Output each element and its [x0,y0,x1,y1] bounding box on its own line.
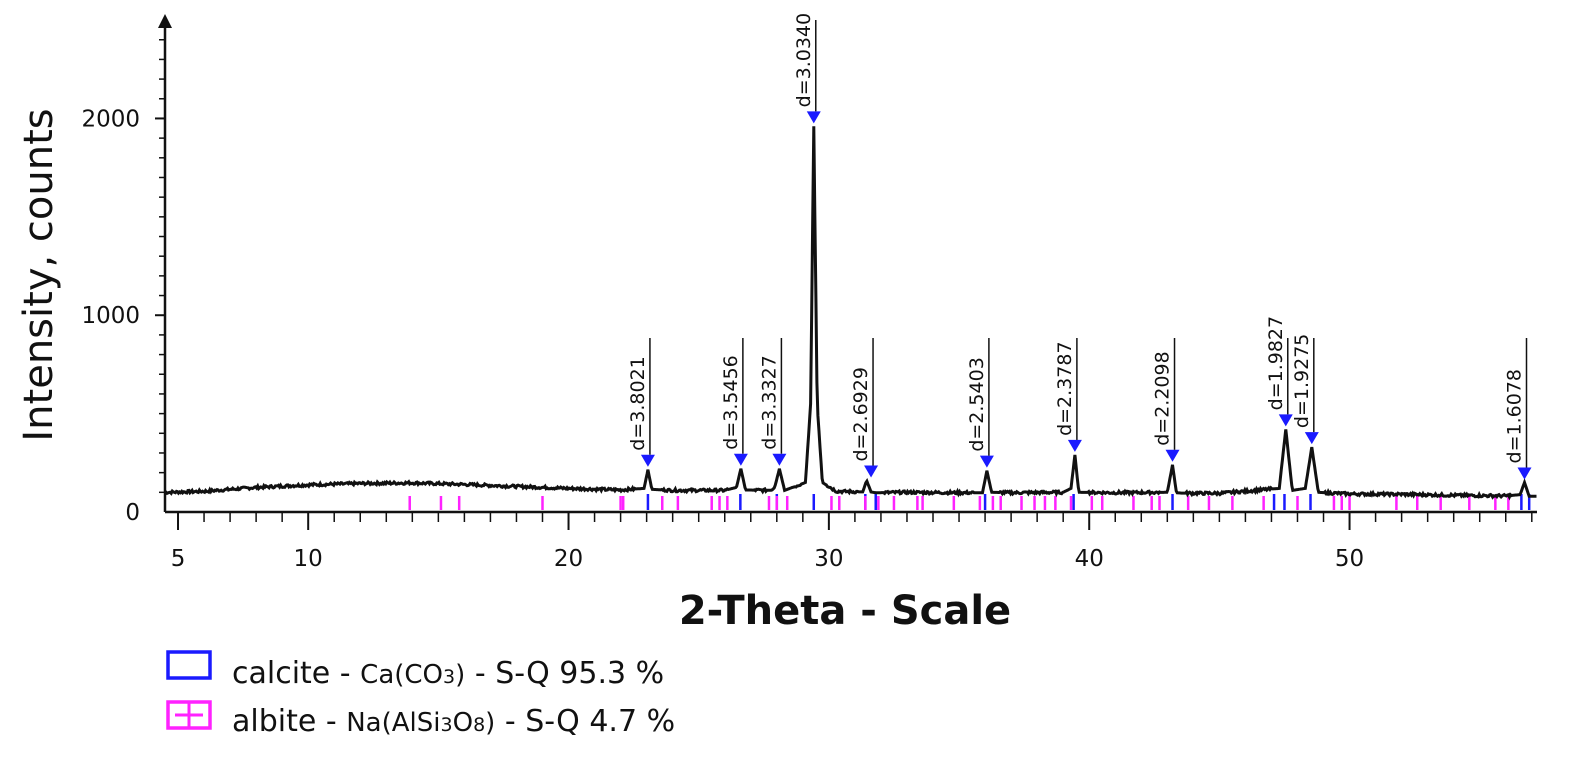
peak-marker: d=3.3327 [758,338,787,466]
peak-marker: d=3.8021 [627,338,655,467]
legend-item-albite: albite - Na(AlSi3O8) - S-Q 4.7 % [166,700,675,739]
x-tick-label: 50 [1335,546,1364,572]
peak-triangle [1517,467,1532,480]
y-tick-label: 2000 [81,106,140,132]
y-tick-label: 0 [125,500,140,526]
x-tick-label: 40 [1075,546,1104,572]
peak-d-label: d=1.9275 [1291,334,1313,428]
peak-marker: d=3.0340 [793,13,821,124]
peak-d-label: d=2.6929 [850,367,872,461]
peak-marker: d=2.5403 [966,338,994,468]
legend-calcite-name: calcite [232,656,330,691]
x-tick-label: 5 [171,546,186,572]
y-axis-title: Intensity, counts [16,108,62,441]
peak-d-label: d=3.3327 [758,355,780,449]
peak-markers: d=3.8021 d=3.5456 d=3.3327 d=3.0340 d=2.6929… [627,13,1532,480]
legend-item-calcite: calcite - Ca(CO3) - S-Q 95.3 % [166,650,664,691]
legend-calcite-sub: 3 [443,666,455,688]
peak-d-label: d=3.5456 [720,355,742,449]
peak-triangle [1067,439,1082,452]
peak-triangle [1278,414,1293,427]
y-axis-arrow [158,14,172,28]
peak-marker: d=2.3787 [1054,338,1082,452]
legend-swatch-calcite [166,650,212,680]
diffraction-pattern-line [164,126,1537,501]
peak-marker: d=1.6078 [1504,338,1532,480]
peak-marker: d=2.6929 [850,338,879,478]
peak-triangle [1165,449,1180,462]
x-tick-label: 30 [814,546,843,572]
minor-ticks [155,38,1533,530]
peak-marker: d=2.2098 [1152,338,1180,462]
peak-d-label: d=2.5403 [966,357,988,451]
reference-sticks [408,494,1531,510]
x-tick-label: 20 [554,546,583,572]
peak-d-label: d=2.3787 [1054,341,1076,435]
peak-triangle [640,454,655,467]
peak-d-label: d=3.0340 [793,13,815,107]
x-axis-title: 2-Theta - Scale [679,588,1011,634]
y-tick-label: 1000 [81,303,140,329]
svg-text:albite - Na(AlSi3O8) - S-Q 4.7: albite - Na(AlSi3O8) - S-Q 4.7 % [232,704,675,739]
peak-triangle [733,453,748,466]
x-tick-labels: 5 10 20 30 40 50 [171,546,1364,572]
legend-albite-quant: S-Q 4.7 % [525,704,675,739]
legend-calcite-quant: S-Q 95.3 % [495,656,664,691]
peak-triangle [772,453,787,466]
x-tick-label: 10 [294,546,323,572]
y-tick-labels: 0 1000 2000 [81,106,140,526]
peak-d-label: d=1.6078 [1504,369,1526,463]
legend-albite-formula: Na(AlSi [346,708,440,738]
peak-triangle [979,455,994,468]
peak-marker: d=1.9827 [1265,316,1293,427]
peak-triangle [864,465,879,478]
peak-triangle [806,111,821,124]
peak-d-label: d=1.9827 [1265,316,1287,410]
peak-d-label: d=3.8021 [627,356,649,450]
peak-marker: d=3.5456 [720,338,748,466]
svg-text:calcite - Ca(CO3) - S-Q 95.3 %: calcite - Ca(CO3) - S-Q 95.3 % [232,656,664,691]
legend-albite-name: albite [232,704,316,739]
legend-calcite-formula: Ca(CO [360,660,443,690]
peak-triangle [1304,432,1319,445]
peak-marker: d=1.9275 [1291,334,1319,445]
peak-d-label: d=2.2098 [1152,351,1174,445]
